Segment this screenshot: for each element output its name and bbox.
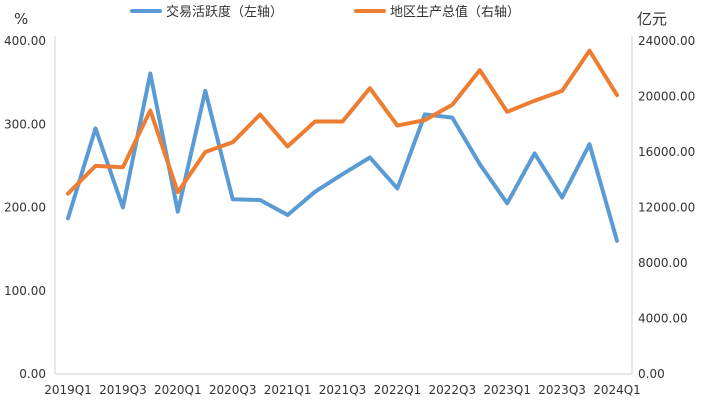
right-axis-unit: 亿元 (637, 10, 667, 28)
x-tick-label: 2020Q3 (209, 383, 257, 397)
x-tick-label: 2021Q1 (264, 383, 312, 397)
x-tick-label: 2019Q1 (44, 383, 92, 397)
x-tick-label: 2020Q1 (154, 383, 202, 397)
x-tick-label: 2023Q1 (483, 383, 531, 397)
legend: 交易活跃度（左轴） 地区生产总值（右轴） (130, 4, 520, 20)
left-tick-label: 400.00 (4, 34, 46, 48)
left-tick-label: 300.00 (4, 117, 46, 131)
left-axis-unit: % (14, 10, 28, 28)
series-layer (66, 48, 619, 243)
x-tick-label: 2022Q3 (428, 383, 476, 397)
axes: 0.00 100.00 200.00 300.00 400.00 0.00 4000.00 8… (4, 10, 695, 397)
x-tick-label: 2021Q3 (319, 383, 367, 397)
series-line-gdp (66, 48, 619, 196)
series-line-activity (66, 71, 619, 243)
right-tick-label: 20000.00 (638, 90, 695, 104)
x-tick-label: 2022Q1 (374, 383, 422, 397)
left-tick-label: 200.00 (4, 201, 46, 215)
right-tick-label: 4000.00 (638, 312, 688, 326)
left-tick-label: 100.00 (4, 284, 46, 298)
x-tick-label: 2023Q3 (538, 383, 586, 397)
right-tick-label: 12000.00 (638, 201, 695, 215)
right-tick-label: 8000.00 (638, 256, 688, 270)
right-tick-label: 0.00 (638, 367, 665, 381)
right-tick-label: 24000.00 (638, 34, 695, 48)
x-tick-label: 2024Q1 (593, 383, 641, 397)
right-tick-label: 16000.00 (638, 145, 695, 159)
x-tick-label: 2019Q3 (99, 383, 147, 397)
legend-label: 地区生产总值（右轴） (390, 4, 520, 20)
left-tick-label: 0.00 (19, 367, 46, 381)
legend-label: 交易活跃度（左轴） (166, 4, 283, 20)
